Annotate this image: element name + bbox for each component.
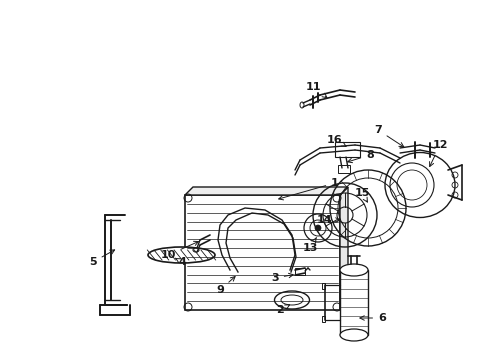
Ellipse shape — [193, 248, 199, 252]
Text: 15: 15 — [354, 188, 369, 202]
Bar — [294, 268, 305, 275]
Text: 1: 1 — [278, 178, 338, 200]
Ellipse shape — [148, 247, 215, 263]
Polygon shape — [184, 195, 339, 310]
Bar — [337, 165, 349, 173]
Text: 8: 8 — [347, 150, 373, 163]
Text: 11: 11 — [305, 82, 326, 98]
Text: 3: 3 — [271, 273, 293, 283]
Ellipse shape — [339, 264, 367, 276]
Polygon shape — [339, 187, 347, 310]
Ellipse shape — [299, 102, 304, 108]
Text: 5: 5 — [89, 250, 114, 267]
Text: 14: 14 — [317, 215, 340, 225]
Polygon shape — [184, 187, 347, 195]
Circle shape — [314, 225, 320, 231]
Text: 2: 2 — [276, 305, 289, 315]
Ellipse shape — [274, 291, 309, 309]
Text: 9: 9 — [216, 276, 235, 295]
Text: 13: 13 — [302, 238, 317, 253]
Ellipse shape — [281, 295, 303, 305]
Ellipse shape — [339, 329, 367, 341]
Text: 10: 10 — [160, 241, 198, 260]
Text: 12: 12 — [429, 140, 447, 167]
Text: 4: 4 — [175, 257, 185, 267]
Text: 6: 6 — [359, 313, 385, 323]
Text: 16: 16 — [326, 135, 346, 147]
Ellipse shape — [384, 153, 454, 217]
Text: 7: 7 — [373, 125, 403, 147]
Bar — [321, 283, 325, 289]
Bar — [339, 270, 367, 335]
Bar — [334, 142, 359, 157]
Bar — [321, 316, 325, 322]
